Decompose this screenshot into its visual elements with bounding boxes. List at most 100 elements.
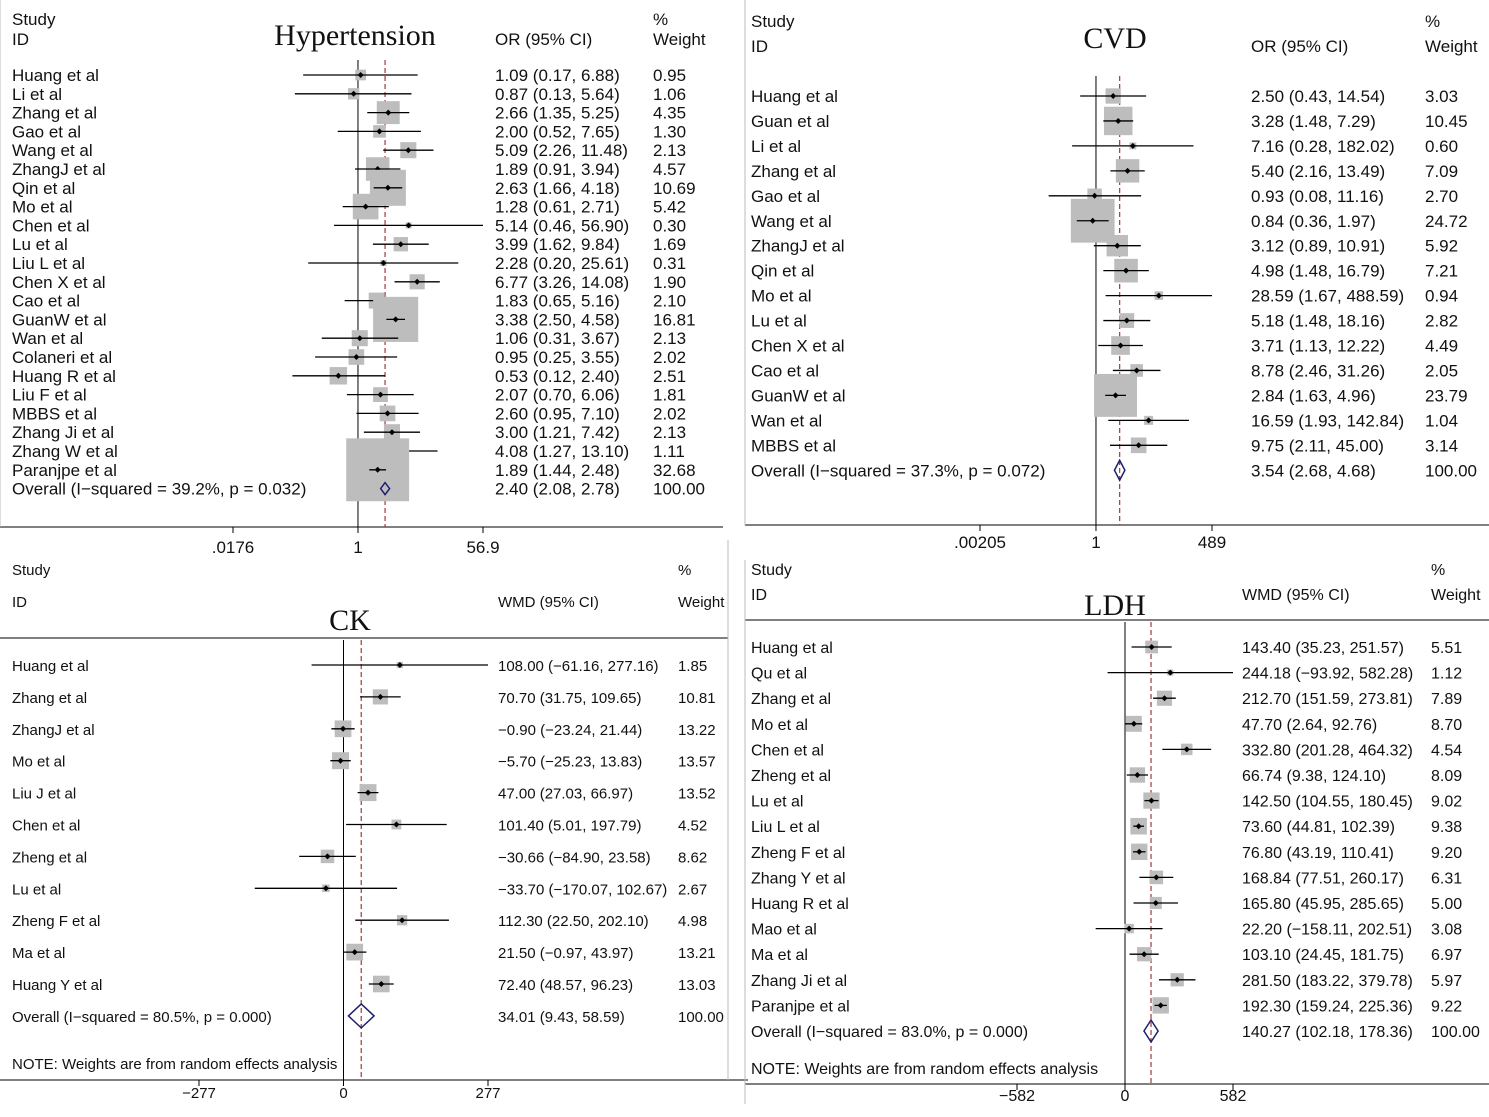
study-weight: 7.21 xyxy=(1425,262,1458,281)
study-point xyxy=(1124,167,1131,174)
study-row: Liu F et al 2.07 (0.70, 6.06) 1.81 xyxy=(12,386,686,405)
study-weight: 24.72 xyxy=(1425,212,1468,231)
study-weight: 9.38 xyxy=(1431,819,1462,836)
study-point xyxy=(374,466,381,473)
study-ci: 5.18 (1.48, 18.16) xyxy=(1251,312,1385,331)
study-ci: 73.60 (44.81, 102.39) xyxy=(1242,819,1395,836)
study-ci: 1.89 (1.44, 2.48) xyxy=(495,461,620,480)
study-name: ZhangJ et al xyxy=(751,237,845,256)
header-weight: Weight xyxy=(653,30,706,49)
study-row: Mao et al 22.20 (−158.11, 202.51) 3.08 xyxy=(751,922,1462,939)
header-effect: WMD (95% CI) xyxy=(1242,587,1350,604)
study-name: Paranjpe et al xyxy=(12,461,117,480)
study-ci: 0.95 (0.25, 3.55) xyxy=(495,348,620,367)
study-weight: 2.02 xyxy=(653,348,686,367)
header-study: Study xyxy=(12,562,51,579)
study-point xyxy=(1145,417,1152,424)
study-name: Mo et al xyxy=(12,198,72,217)
study-row: Wang et al 5.09 (2.26, 11.48) 2.13 xyxy=(12,141,686,160)
study-point xyxy=(322,885,329,892)
study-point xyxy=(335,372,342,379)
study-point xyxy=(1129,142,1136,149)
study-ci: 47.70 (2.64, 92.76) xyxy=(1242,717,1377,734)
panel-ldh: Study ID WMD (95% CI)% Weight LDH −582 0 582 Hua… xyxy=(744,560,1489,1105)
study-name: Huang et al xyxy=(751,640,833,657)
study-weight: 4.98 xyxy=(678,913,707,930)
study-row: Zhang et al 70.70 (31.75, 109.65) 10.81 xyxy=(12,689,716,707)
study-point xyxy=(1174,976,1181,983)
study-ci: 22.20 (−158.11, 202.51) xyxy=(1242,922,1412,939)
study-weight: 1.85 xyxy=(678,658,707,675)
study-ci: 5.40 (2.16, 13.49) xyxy=(1251,162,1385,181)
axis-tick-label: 0 xyxy=(339,1085,347,1102)
study-row: Zheng F et al 76.80 (43.19, 110.41) 9.20 xyxy=(751,843,1462,862)
overall-row: Overall (I−squared = 39.2%, p = 0.032) 2.… xyxy=(12,480,705,499)
study-row: Zheng et al 66.74 (9.38, 124.10) 8.09 xyxy=(751,767,1462,785)
overall-diamond xyxy=(347,1002,376,1029)
study-row: Huang et al 2.50 (0.43, 14.54) 3.03 xyxy=(751,87,1458,106)
overall-ci: 2.40 (2.08, 2.78) xyxy=(495,480,620,499)
study-ci: 0.84 (0.36, 1.97) xyxy=(1251,212,1376,231)
study-row: Gao et al 2.00 (0.52, 7.65) 1.30 xyxy=(12,122,686,141)
study-row: MBBS et al 9.75 (2.11, 45.00) 3.14 xyxy=(751,436,1458,455)
study-row: GuanW et al 2.84 (1.63, 4.96) 23.79 xyxy=(751,373,1468,417)
overall-weight: 100.00 xyxy=(1425,461,1477,480)
study-row: Chen et al 101.40 (5.01, 197.79) 4.52 xyxy=(12,818,707,835)
study-name: Colaneri et al xyxy=(12,348,112,367)
study-point xyxy=(1117,342,1124,349)
study-row: Huang Y et al 72.40 (48.57, 96.23) 13.03 xyxy=(12,975,716,994)
study-weight: 13.21 xyxy=(678,945,716,962)
header-percent: % xyxy=(1431,562,1445,579)
study-row: Lu et al 142.50 (104.55, 180.45) 9.02 xyxy=(751,792,1462,811)
study-name: Huang Y et al xyxy=(12,977,102,994)
study-name: Mo et al xyxy=(751,287,811,306)
study-row: Liu J et al 47.00 (27.03, 66.97) 13.52 xyxy=(12,784,716,803)
study-point xyxy=(393,821,400,828)
study-row: Qu et al 244.18 (−93.92, 582.28) 1.12 xyxy=(751,666,1462,683)
study-point xyxy=(1112,392,1119,399)
study-weight: 4.49 xyxy=(1425,337,1458,356)
study-ci: 3.00 (1.21, 7.42) xyxy=(495,423,620,442)
weights-note: NOTE: Weights are from random effects an… xyxy=(751,1061,1098,1078)
overall-weight: 100.00 xyxy=(678,1009,724,1026)
study-name: Guan et al xyxy=(751,112,829,131)
study-weight: 7.09 xyxy=(1425,162,1458,181)
study-name: Ma et al xyxy=(12,945,65,962)
overall-label: Overall (I−squared = 80.5%, p = 0.000) xyxy=(12,1009,272,1026)
study-weight: 16.81 xyxy=(653,310,696,329)
header-effect: WMD (95% CI) xyxy=(498,594,599,611)
study-row: ZhangJ et al 1.89 (0.91, 3.94) 4.57 xyxy=(12,157,686,181)
study-ci: 7.16 (0.28, 182.02) xyxy=(1251,137,1395,156)
study-ci: 21.50 (−0.97, 43.97) xyxy=(498,945,634,962)
study-ci: 76.80 (43.19, 110.41) xyxy=(1242,845,1394,862)
study-name: Chen X et al xyxy=(751,337,845,356)
study-weight: 0.60 xyxy=(1425,137,1458,156)
study-row: ZhangJ et al 3.12 (0.89, 10.91) 5.92 xyxy=(751,234,1458,257)
study-name: Zhang et al xyxy=(12,690,87,707)
study-point xyxy=(378,981,385,987)
overall-diamond xyxy=(1113,458,1126,482)
study-point xyxy=(377,391,384,398)
study-ci: 16.59 (1.93, 142.84) xyxy=(1251,411,1404,430)
study-ci: 281.50 (183.22, 379.78) xyxy=(1242,973,1413,990)
study-ci: 2.63 (1.66, 4.18) xyxy=(495,179,620,198)
axis-tick-label: 1 xyxy=(1091,533,1100,552)
study-point xyxy=(1115,117,1122,124)
study-point xyxy=(1133,367,1140,374)
study-name: Paranjpe et al xyxy=(751,998,850,1015)
header-percent: % xyxy=(678,562,691,579)
study-ci: 28.59 (1.67, 488.59) xyxy=(1251,287,1404,306)
study-name: Liu F et al xyxy=(12,386,87,405)
study-row: Liu L et al 73.60 (44.81, 102.39) 9.38 xyxy=(751,817,1462,836)
study-point xyxy=(397,241,404,248)
study-row: Li et al 7.16 (0.28, 182.02) 0.60 xyxy=(751,137,1458,156)
study-name: Mao et al xyxy=(751,922,817,939)
study-ci: 47.00 (27.03, 66.97) xyxy=(498,786,633,803)
study-ci: 0.53 (0.12, 2.40) xyxy=(495,367,620,386)
study-ci: −5.70 (−25.23, 13.83) xyxy=(498,754,642,771)
panel-title: CK xyxy=(329,604,371,637)
study-row: Mo et al 47.70 (2.64, 92.76) 8.70 xyxy=(751,715,1462,734)
study-row: Wan et al 16.59 (1.93, 142.84) 1.04 xyxy=(751,411,1458,430)
study-point xyxy=(380,260,387,266)
